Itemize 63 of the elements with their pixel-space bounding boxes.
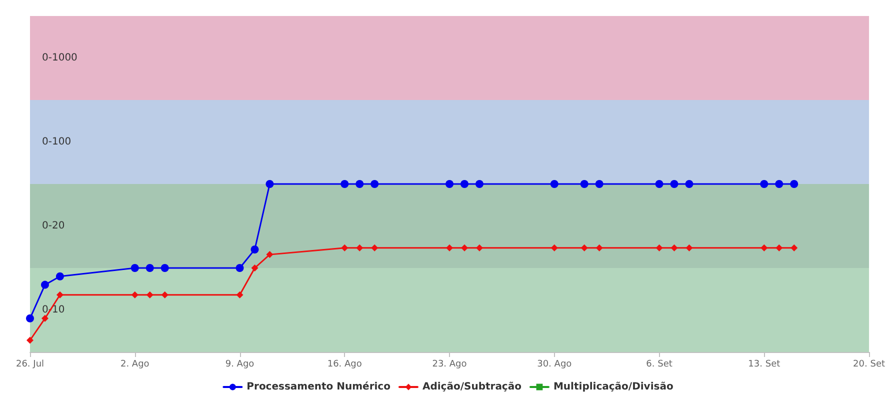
x-tick-label: 26. Jul [16, 360, 44, 370]
point [460, 180, 468, 188]
point [790, 244, 798, 252]
point [26, 336, 34, 344]
point [670, 180, 678, 188]
point [580, 244, 588, 252]
point [776, 244, 783, 252]
point [371, 244, 378, 252]
point [236, 291, 244, 298]
point [550, 244, 558, 252]
point [475, 180, 484, 188]
x-tick-label: 16. Ago [327, 360, 362, 370]
point [760, 180, 768, 188]
point [161, 291, 168, 298]
legend-label: Adição/Subtração [422, 382, 522, 392]
point [685, 180, 694, 188]
point [341, 244, 348, 252]
point [130, 264, 139, 272]
band-label: 0-20 [42, 220, 65, 232]
point [595, 180, 604, 188]
point [550, 180, 558, 188]
point [656, 244, 663, 252]
point [460, 244, 468, 252]
point [476, 244, 483, 252]
point [56, 291, 64, 298]
point [655, 180, 664, 188]
point [236, 264, 244, 272]
point [446, 180, 454, 188]
x-tick-label: 6. Set [646, 360, 673, 370]
point [146, 264, 154, 272]
point [26, 314, 34, 322]
point [266, 180, 274, 188]
x-tick-label: 20. Set [853, 360, 886, 370]
point [40, 280, 49, 289]
point [790, 180, 798, 188]
x-tick-label: 30. Ago [537, 360, 572, 370]
point [266, 251, 274, 258]
point [370, 180, 379, 188]
band-label: 0-1000 [42, 52, 78, 64]
point [446, 244, 454, 252]
point [56, 272, 64, 280]
x-tick-label: 2. Ago [120, 360, 150, 370]
point [775, 180, 784, 188]
point [356, 244, 364, 252]
legend-label: Multiplicação/Divisão [553, 382, 674, 392]
point [356, 180, 364, 188]
point [580, 180, 588, 188]
x-tick-label: 13. Set [748, 360, 781, 370]
point [760, 244, 768, 252]
point [146, 291, 154, 298]
point [251, 264, 258, 272]
point [131, 291, 138, 298]
point [41, 314, 48, 322]
point [250, 246, 259, 254]
point [686, 244, 693, 252]
point [596, 244, 603, 252]
x-tick-label: 9. Ago [225, 360, 255, 370]
band-label: 0-100 [42, 136, 72, 148]
x-tick-label: 23. Ago [432, 360, 468, 370]
point [160, 264, 169, 272]
legend-label: Processamento Numérico [246, 382, 391, 392]
point [670, 244, 678, 252]
point [340, 180, 349, 188]
